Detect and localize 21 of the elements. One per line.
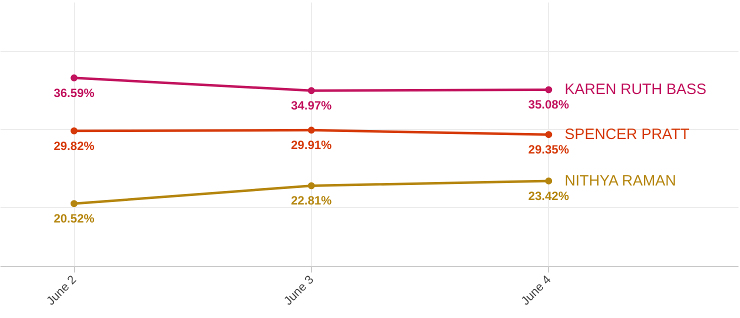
data-label: 20.52% xyxy=(54,212,95,226)
point xyxy=(308,182,315,190)
point xyxy=(545,177,552,184)
point xyxy=(308,126,315,134)
data-label: 23.42% xyxy=(528,188,570,203)
series-label: KAREN RUTH BASS xyxy=(564,81,706,98)
series-label: NITHYA RAMAN xyxy=(564,172,676,190)
point xyxy=(545,131,552,138)
data-label: 29.82% xyxy=(54,138,95,153)
point xyxy=(70,74,78,82)
data-label: 34.97% xyxy=(291,98,332,113)
point xyxy=(70,127,78,134)
data-label: 22.81% xyxy=(291,194,332,208)
data-label: 36.59% xyxy=(54,86,95,100)
point xyxy=(545,86,552,94)
series-label: SPENCER PRATT xyxy=(564,126,690,144)
point xyxy=(70,200,78,208)
data-label: 29.35% xyxy=(528,142,570,157)
data-label: 35.08% xyxy=(528,98,570,112)
data-label: 29.91% xyxy=(291,138,332,152)
point xyxy=(308,87,315,94)
